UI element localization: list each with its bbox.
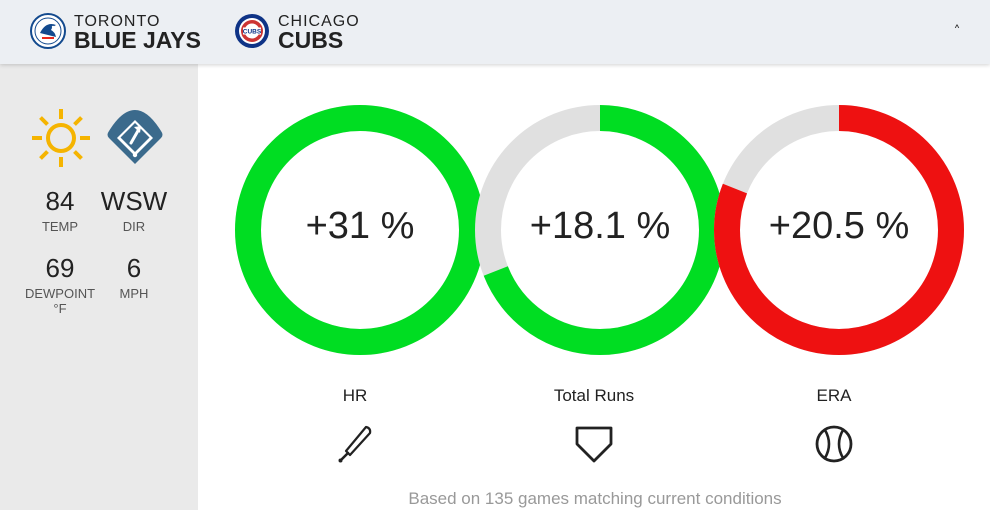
temperature-value: 84 <box>45 186 75 216</box>
hr-gauge-value: +31 % <box>305 205 415 247</box>
home-team-name: CUBS <box>278 27 344 53</box>
sun-icon <box>32 109 90 167</box>
matchup-header: TORONTO BLUE JAYS CUBS CHICAGO CUBS ˄ <box>0 0 990 64</box>
hr-gauge[interactable]: +31 % <box>235 100 485 360</box>
blue-jays-logo-icon <box>30 13 66 49</box>
wind-direction-field-icon <box>107 110 163 164</box>
wind-speed-value: 6 <box>126 253 142 283</box>
wind-direction-value: WSW <box>100 186 168 216</box>
home-plate-icon <box>575 426 613 463</box>
era-gauge-value: +20.5 % <box>768 205 910 247</box>
baseball-bat-icon <box>338 425 372 463</box>
home-team-city: CHICAGO <box>278 13 360 30</box>
era-gauge[interactable]: +20.5 % <box>714 100 964 360</box>
total-runs-gauge-arc <box>475 105 725 355</box>
baseball-icon <box>815 425 853 463</box>
temperature-label: TEMP <box>41 219 79 234</box>
total-runs-label: Total Runs <box>553 386 635 405</box>
total-runs-gauge-value: +18.1 % <box>529 205 671 247</box>
hr-label: HR <box>342 386 368 405</box>
hr-gauge-arc <box>235 105 485 355</box>
cubs-logo-icon: CUBS <box>235 14 269 48</box>
sample-size-note: Based on 135 games matching current cond… <box>408 489 782 508</box>
wind-direction-label: DIR <box>122 219 146 234</box>
away-team-city: TORONTO <box>74 13 161 30</box>
collapse-chevron-up-icon[interactable]: ˄ <box>944 20 970 44</box>
era-gauge-arc <box>714 105 964 355</box>
weather-panel: 84 TEMP WSW DIR 69 DEWPOINT °F 6 MPH <box>0 64 198 510</box>
dewpoint-value: 69 <box>45 253 75 283</box>
wind-speed-label: MPH <box>119 286 149 301</box>
svg-text:CUBS: CUBS <box>243 29 262 36</box>
total-runs-gauge[interactable]: +18.1 % <box>475 100 725 360</box>
away-team-name: BLUE JAYS <box>74 27 201 53</box>
dewpoint-unit: °F <box>53 301 67 316</box>
dewpoint-label: DEWPOINT <box>24 286 96 301</box>
era-label: ERA <box>816 386 852 405</box>
